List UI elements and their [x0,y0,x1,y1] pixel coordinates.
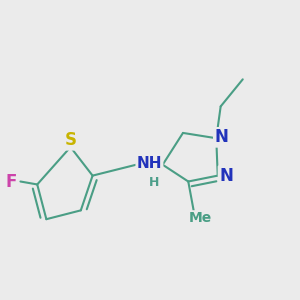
Text: N: N [219,167,233,184]
Text: F: F [6,172,17,190]
Text: NH: NH [137,156,162,171]
Text: N: N [214,128,228,146]
Text: S: S [64,131,76,149]
Text: Me: Me [189,211,212,225]
Text: H: H [149,176,159,189]
